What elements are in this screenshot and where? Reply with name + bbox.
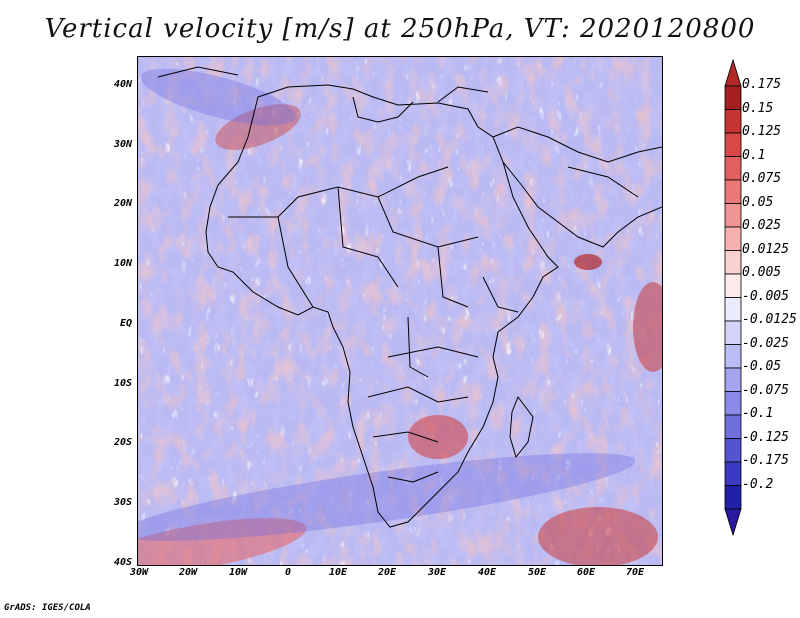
colorbar-tick-label: -0.075 [742, 382, 789, 398]
colorbar [724, 58, 742, 537]
lat-label: 10N [113, 258, 132, 269]
colorbar-swatch [724, 132, 742, 157]
lat-label: 20S [113, 437, 132, 448]
colorbar-tick-label: 0.125 [742, 124, 782, 139]
colorbar-tick-label: -0.2 [742, 476, 774, 492]
colorbar-swatch [724, 485, 742, 510]
colorbar-swatch [724, 367, 742, 392]
lon-label: 20E [377, 567, 397, 578]
colorbar-swatch [724, 273, 742, 298]
colorbar-swatch [724, 438, 742, 463]
map-title: Vertical velocity [m/s] at 250hPa, VT: 2… [44, 14, 756, 44]
colorbar-tick-label: -0.175 [742, 453, 789, 468]
coastlines [157, 66, 662, 528]
colorbar-swatch [724, 156, 742, 181]
velocity-field-map [138, 57, 662, 565]
colorbar-tick-label: -0.1 [742, 406, 774, 421]
colorbar-swatch [724, 250, 742, 275]
lon-label: 20W [178, 567, 198, 578]
lon-label: 10E [328, 567, 348, 578]
colorbar-bottom-arrow [724, 508, 742, 537]
map-plot-area [137, 56, 663, 566]
lon-label: 30E [427, 567, 447, 578]
colorbar-tick-label: -0.05 [742, 359, 782, 374]
lat-label: EQ [119, 318, 132, 329]
lon-label: 10W [228, 567, 248, 578]
colorbar-swatch [724, 85, 742, 110]
colorbar-tick-label: -0.125 [742, 429, 789, 445]
lat-label: 30N [113, 139, 132, 150]
colorbar-tick-label: 0.005 [742, 265, 782, 280]
colorbar-swatch [724, 344, 742, 369]
colorbar-swatch [724, 203, 742, 228]
colorbar-tick-label: 0.15 [742, 100, 774, 116]
lon-label: 50E [527, 567, 547, 578]
colorbar-tick-label: -0.0125 [742, 312, 797, 327]
grads-credit: GrADS: IGES/COLA [4, 603, 91, 613]
lon-label: 70E [625, 567, 645, 578]
colorbar-swatch [724, 109, 742, 134]
lat-label: 40N [113, 79, 132, 90]
lat-label: 20N [113, 198, 132, 209]
lon-label: 0 [284, 567, 292, 578]
lon-label: 30W [129, 567, 149, 578]
lat-label: 30S [113, 497, 132, 508]
lat-label: 40S [113, 557, 132, 568]
lon-label: 40E [477, 567, 497, 578]
colorbar-tick-label: -0.005 [742, 288, 789, 304]
lon-label: 60E [576, 567, 596, 578]
colorbar-swatch [724, 179, 742, 204]
colorbar-tick-label: 0.05 [742, 194, 774, 210]
colorbar-tick-label: 0.1 [742, 147, 766, 163]
colorbar-tick-label: 0.075 [742, 171, 782, 186]
colorbar-swatch [724, 414, 742, 439]
colorbar-swatch [724, 391, 742, 416]
colorbar-swatch [724, 297, 742, 322]
colorbar-tick-label: 0.025 [742, 218, 782, 233]
colorbar-swatch [724, 226, 742, 251]
colorbar-swatch [724, 461, 742, 486]
colorbar-top-arrow [724, 58, 742, 87]
colorbar-tick-label: 0.175 [742, 77, 782, 92]
lat-label: 10S [113, 378, 132, 389]
colorbar-swatch [724, 320, 742, 345]
colorbar-tick-label: 0.0125 [742, 241, 789, 257]
colorbar-tick-label: -0.025 [742, 335, 789, 351]
